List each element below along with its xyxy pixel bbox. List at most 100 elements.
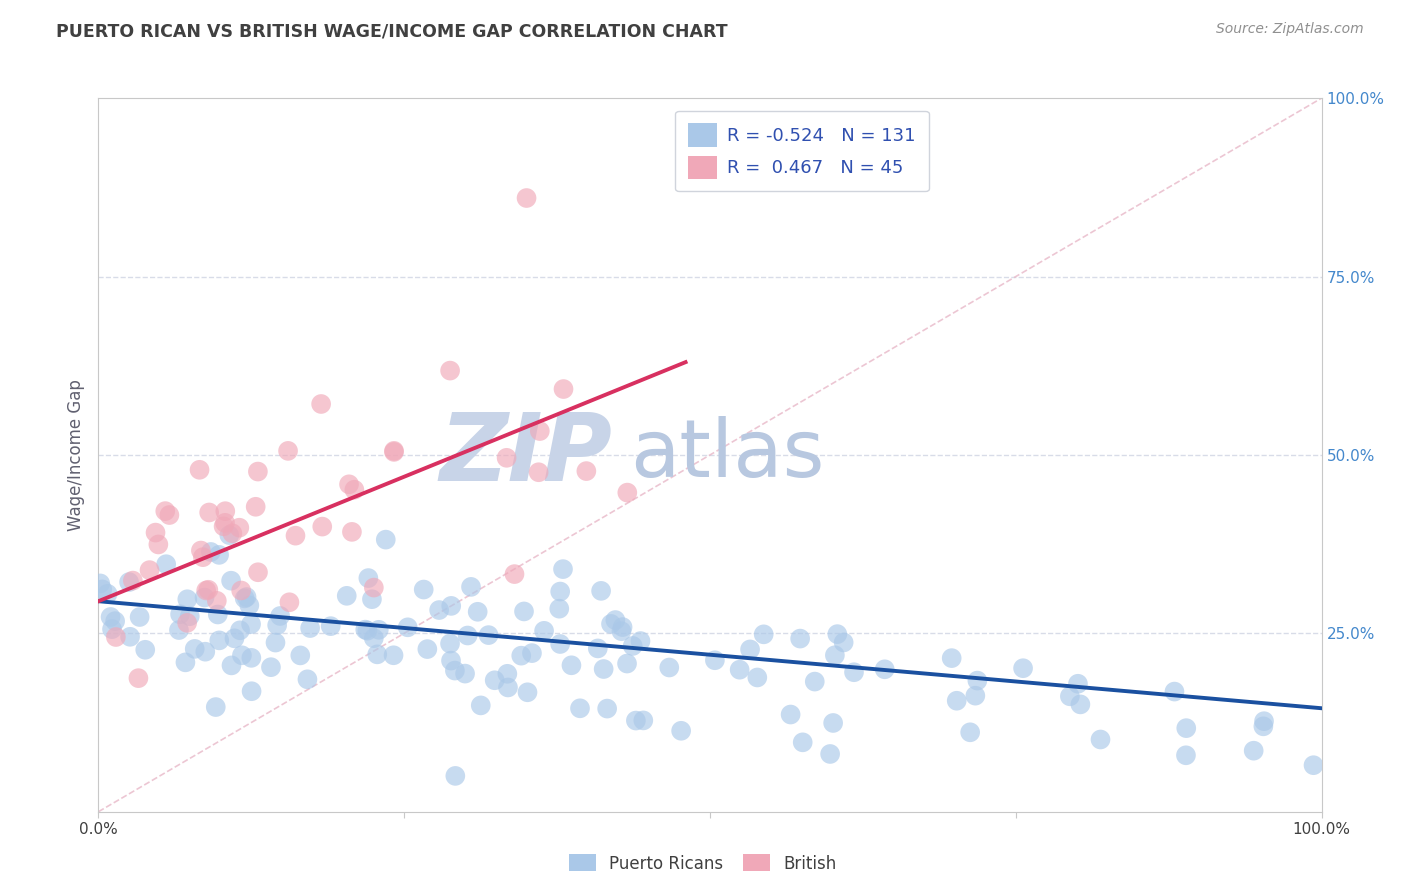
Point — [747, 670, 769, 684]
Point — [477, 628, 499, 642]
Point — [560, 658, 582, 673]
Point — [363, 631, 385, 645]
Point — [592, 662, 614, 676]
Point — [1302, 758, 1324, 772]
Point — [155, 558, 177, 572]
Point — [1175, 721, 1198, 735]
Text: atlas: atlas — [630, 416, 825, 494]
Point — [229, 624, 252, 638]
Point — [118, 630, 141, 644]
Point — [824, 648, 846, 663]
Point — [174, 656, 197, 670]
Point — [138, 563, 160, 577]
Point — [382, 443, 405, 458]
Point — [231, 648, 253, 663]
Point — [827, 627, 849, 641]
Point — [299, 621, 322, 635]
Point — [818, 747, 841, 761]
Point — [205, 594, 228, 608]
Point — [470, 698, 492, 713]
Point — [343, 483, 366, 497]
Point — [245, 500, 267, 514]
Point — [183, 641, 205, 656]
Point — [945, 694, 967, 708]
Point — [212, 519, 235, 533]
Point — [208, 548, 231, 562]
Point — [551, 562, 574, 576]
Point — [779, 707, 801, 722]
Point — [440, 599, 463, 613]
Point — [503, 567, 526, 582]
Point — [832, 635, 855, 649]
Point — [460, 580, 482, 594]
Point — [484, 673, 506, 688]
Point — [529, 424, 551, 438]
Point — [366, 648, 388, 662]
Point — [515, 191, 537, 205]
Point — [246, 566, 269, 580]
Point — [207, 607, 229, 622]
Point — [337, 477, 360, 491]
Point — [728, 663, 751, 677]
Point — [966, 673, 988, 688]
Point — [363, 581, 385, 595]
Point — [121, 574, 143, 588]
Point — [194, 645, 217, 659]
Legend: Puerto Ricans, British: Puerto Ricans, British — [562, 847, 844, 880]
Point — [440, 654, 463, 668]
Point — [1253, 719, 1275, 733]
Point — [495, 450, 517, 465]
Point — [290, 648, 312, 663]
Point — [214, 516, 236, 530]
Point — [104, 630, 127, 644]
Point — [179, 609, 201, 624]
Point — [444, 769, 467, 783]
Point — [616, 485, 638, 500]
Point — [269, 609, 291, 624]
Point — [190, 543, 212, 558]
Point — [1069, 698, 1091, 712]
Point — [575, 464, 598, 478]
Point — [224, 632, 246, 646]
Point — [228, 521, 250, 535]
Point — [803, 674, 825, 689]
Point — [439, 363, 461, 377]
Point — [610, 624, 633, 639]
Point — [240, 684, 263, 698]
Point — [1253, 714, 1275, 729]
Point — [148, 537, 170, 551]
Point — [738, 642, 761, 657]
Point — [246, 465, 269, 479]
Point — [621, 639, 644, 653]
Point — [959, 725, 981, 739]
Point — [548, 584, 571, 599]
Point — [457, 628, 479, 642]
Point — [354, 623, 377, 637]
Point — [792, 735, 814, 749]
Point — [823, 716, 845, 731]
Point — [703, 653, 725, 667]
Point — [127, 671, 149, 685]
Point — [208, 633, 231, 648]
Point — [188, 463, 211, 477]
Point — [357, 571, 380, 585]
Point — [569, 701, 592, 715]
Point — [658, 660, 681, 674]
Point — [873, 662, 896, 676]
Point — [219, 574, 242, 588]
Point — [612, 620, 634, 634]
Point — [548, 601, 571, 615]
Point — [356, 624, 378, 638]
Point — [520, 646, 543, 660]
Point — [100, 610, 122, 624]
Point — [941, 651, 963, 665]
Point — [374, 533, 396, 547]
Point — [176, 615, 198, 630]
Point — [596, 701, 619, 715]
Point — [200, 545, 222, 559]
Point — [145, 525, 167, 540]
Point — [633, 714, 655, 728]
Point — [240, 617, 263, 632]
Point — [361, 592, 384, 607]
Point — [91, 582, 114, 597]
